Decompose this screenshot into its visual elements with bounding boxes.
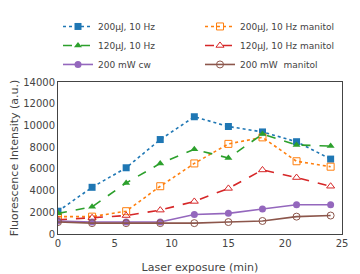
svg-text:120μJ, 10 Hz manitol: 120μJ, 10 Hz manitol xyxy=(240,41,334,51)
svg-text:5: 5 xyxy=(112,238,118,249)
svg-text:25: 25 xyxy=(336,238,349,249)
svg-text:12000: 12000 xyxy=(23,98,55,109)
svg-text:200 mW manitol: 200 mW manitol xyxy=(240,60,317,70)
svg-text:200μJ, 10 Hz manitol: 200μJ, 10 Hz manitol xyxy=(240,22,334,32)
svg-text:120μJ, 10 Hz: 120μJ, 10 Hz xyxy=(98,41,155,51)
svg-text:10: 10 xyxy=(165,238,178,249)
svg-text:200 mW cw: 200 mW cw xyxy=(98,60,151,70)
svg-text:15: 15 xyxy=(222,238,235,249)
svg-text:4000: 4000 xyxy=(30,185,55,196)
svg-text:14000: 14000 xyxy=(23,77,55,88)
svg-text:20: 20 xyxy=(279,238,292,249)
svg-text:6000: 6000 xyxy=(30,163,55,174)
svg-text:200μJ, 10 Hz: 200μJ, 10 Hz xyxy=(98,22,155,32)
svg-text:0: 0 xyxy=(49,229,55,240)
svg-text:Laser exposure (min): Laser exposure (min) xyxy=(142,261,259,274)
svg-text:2000: 2000 xyxy=(30,207,55,218)
svg-text:8000: 8000 xyxy=(30,142,55,153)
svg-text:10000: 10000 xyxy=(23,120,55,131)
svg-text:0: 0 xyxy=(55,238,61,249)
svg-text:Fluorescence Intensity (a.u.): Fluorescence Intensity (a.u.) xyxy=(8,80,21,237)
